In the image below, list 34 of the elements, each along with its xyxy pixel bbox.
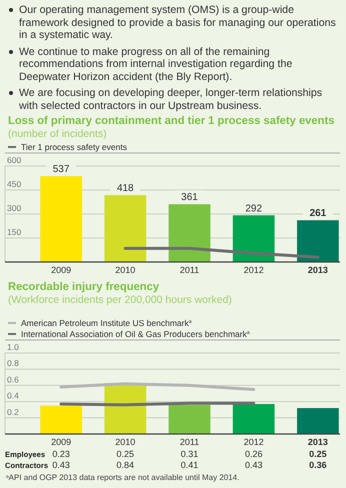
chart-title: Loss of primary containment and tier 1 process safety events <box>8 115 334 127</box>
chart-title: Recordable injury frequency <box>8 281 160 293</box>
x-tick-label: 2012 <box>244 437 264 447</box>
text: We continue to make progress on all of the remaining recommendations from internal investigation regarding the Deepwater Horizon accident (the Bly Report). <box>19 46 294 83</box>
y-tick-label: 300 <box>7 203 22 213</box>
y-tick-label: 1.0 <box>7 342 20 352</box>
x-tick-label: 2010 <box>115 437 136 447</box>
legend-label: American Petroleum Institute US benchmark$^{a}$ <box>21 318 192 328</box>
y-tick-label: 150 <box>7 227 22 237</box>
y-tick-label: 0.4 <box>7 390 20 401</box>
x-tick-label: 2009 <box>51 437 72 447</box>
data-label: 361 <box>181 192 198 204</box>
text: Our operating management system (OMS) is a group-wide framework designed to provide a basis for managing our operations in a systematic way. <box>19 4 337 42</box>
x-tick-label: 2013 <box>308 265 328 275</box>
x-tick-label: 2010 <box>115 265 136 275</box>
data-label: 418 <box>116 183 134 194</box>
data-label: 537 <box>52 164 70 176</box>
y-tick-label: 600 <box>7 155 22 165</box>
x-tick-label: 2011 <box>180 265 200 275</box>
x-tick-label: 2009 <box>51 265 72 275</box>
data-label: 261 <box>310 208 327 220</box>
chart-subtitle: (number of incidents) <box>8 128 107 140</box>
chart-subtitle: (Workforce incidents per 200,000 hours worked) <box>8 294 232 306</box>
y-tick-label: 0.6 <box>7 374 20 384</box>
y-tick-label: 0.2 <box>7 406 20 417</box>
text: We are focusing on developing deeper, longer-term relationships with selected contractors in our Upstream business. <box>19 87 324 112</box>
x-tick-label: 2013 <box>308 437 328 447</box>
y-tick-label: 0.8 <box>7 358 20 368</box>
legend-label: International Association of Oil & Gas Producers benchmark$^{a}$ <box>21 329 250 339</box>
data-label: 292 <box>245 203 262 214</box>
y-tick-label: 450 <box>7 179 22 189</box>
legend-label: Tier 1 process safety events <box>21 142 127 152</box>
x-tick-label: 2012 <box>244 265 264 275</box>
x-tick-label: 2011 <box>180 437 200 447</box>
